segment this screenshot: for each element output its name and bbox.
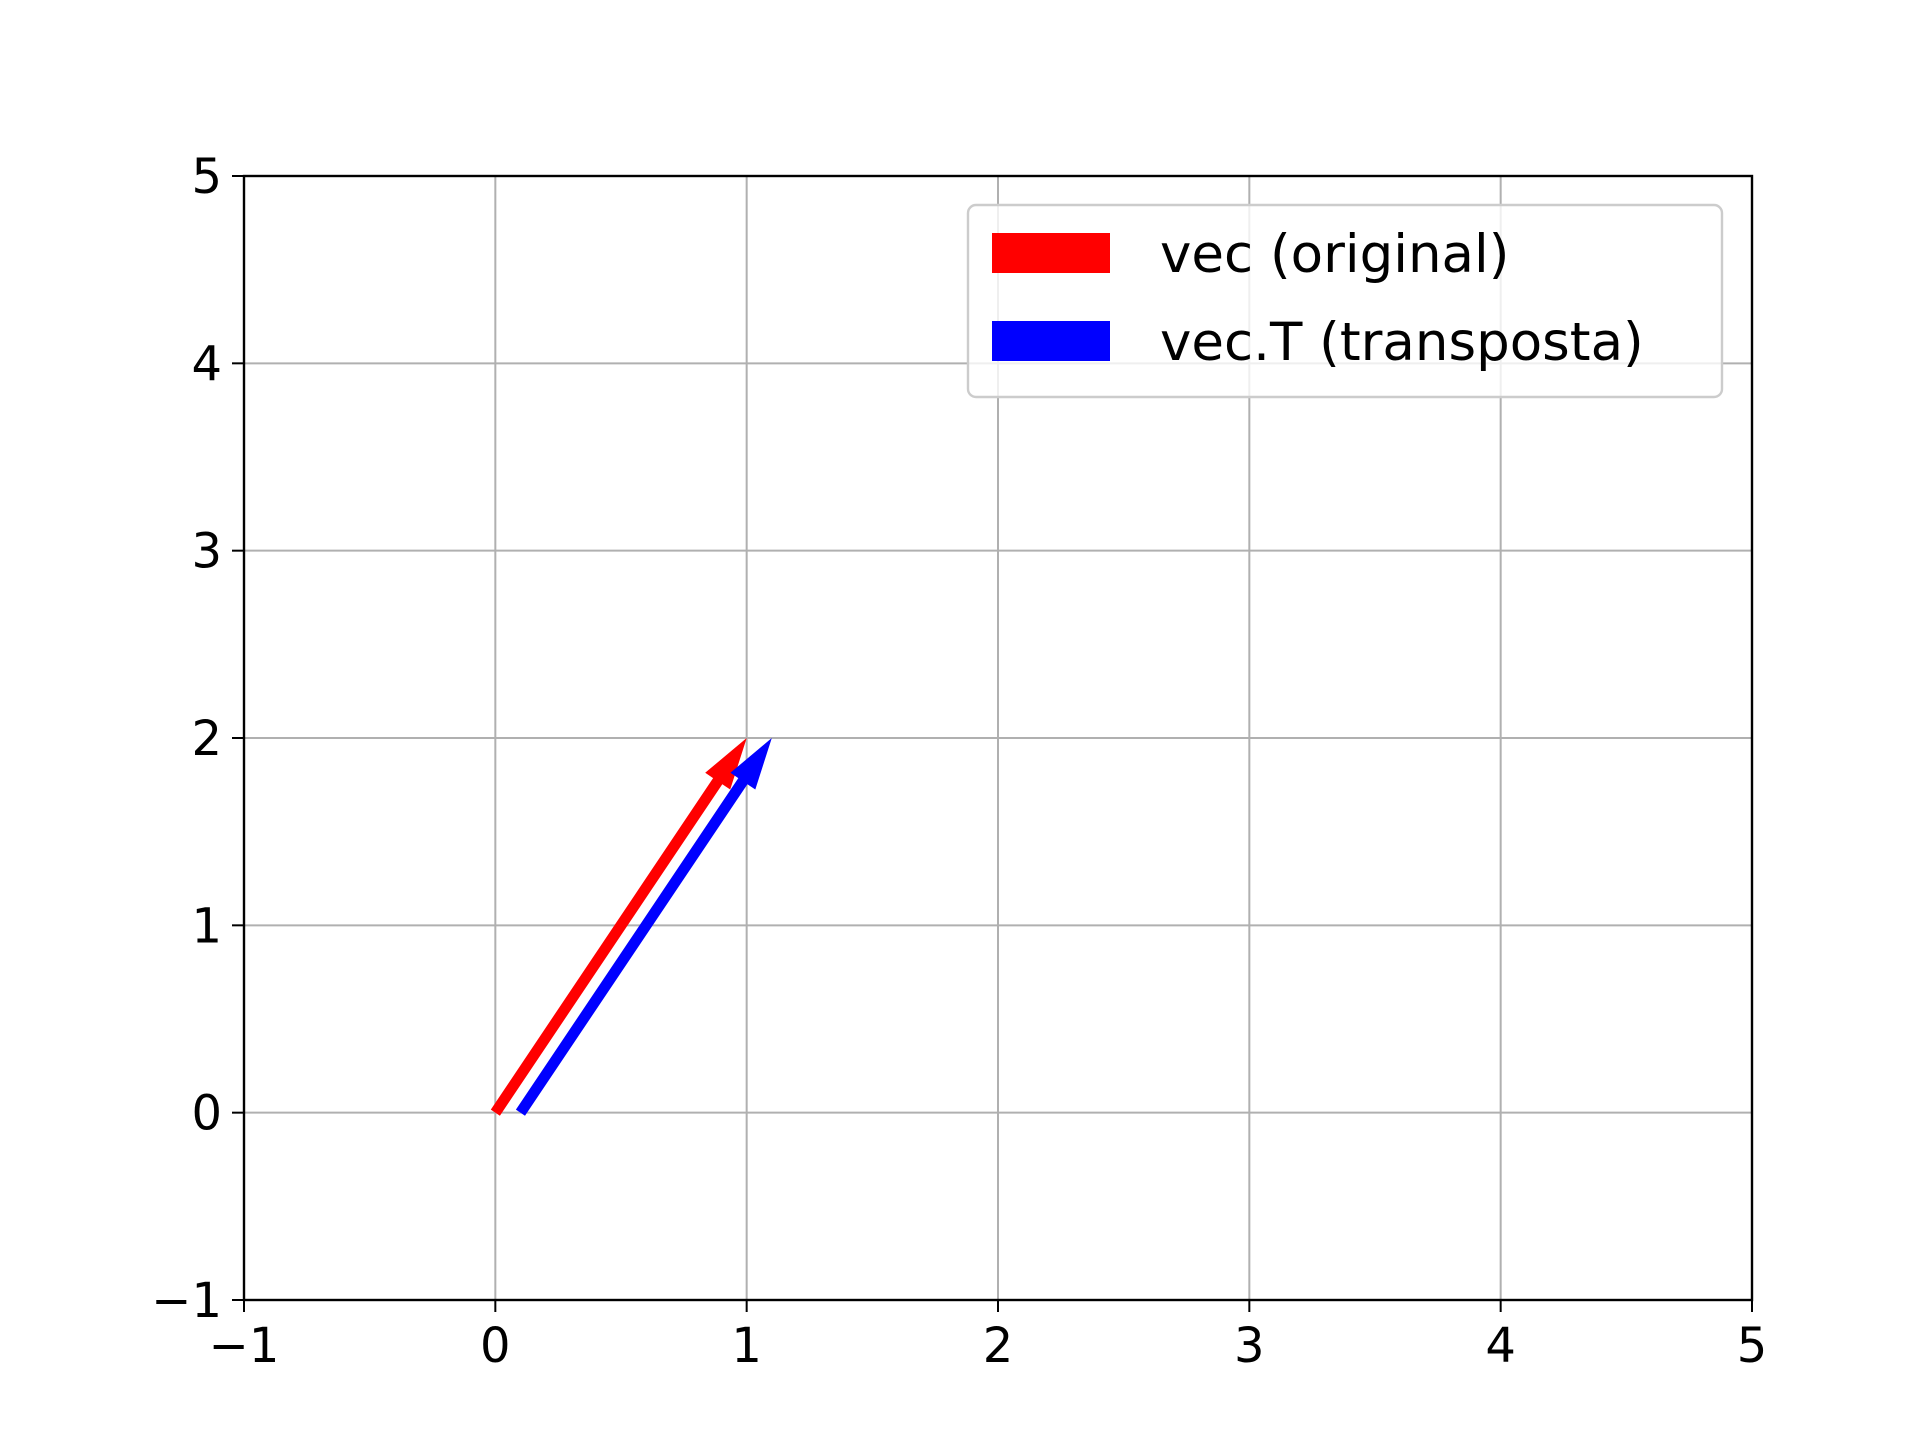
- legend-swatch: [992, 233, 1110, 273]
- x-tick-label: 5: [1737, 1318, 1768, 1374]
- x-tick-label: 4: [1485, 1318, 1516, 1374]
- legend-swatch: [992, 321, 1110, 361]
- y-tick-label: −1: [151, 1273, 222, 1329]
- legend-label: vec.T (transposta): [1160, 312, 1644, 373]
- x-tick-label: 2: [983, 1318, 1014, 1374]
- y-tick-label: 3: [191, 524, 222, 580]
- x-tick-label: 3: [1234, 1318, 1265, 1374]
- legend-box: [966, 203, 1724, 399]
- y-tick-label: 2: [191, 711, 222, 767]
- y-tick-label: 4: [191, 336, 222, 392]
- legend-label: vec (original): [1160, 224, 1509, 285]
- y-tick-label: 1: [191, 898, 222, 954]
- x-tick-label: 1: [731, 1318, 762, 1374]
- vector-arrow-transposta: [515, 738, 772, 1116]
- y-tick-label: 0: [191, 1086, 222, 1142]
- y-tick-label: 5: [191, 149, 222, 205]
- x-tick-label: −1: [209, 1318, 280, 1374]
- vector-arrow-original: [490, 738, 747, 1116]
- legend: vec (original) vec.T (transposta): [966, 203, 1724, 399]
- axis-ticks: −1 0 1 2 3 4 5 −1 0 1 2 3 4 5: [151, 149, 1767, 1374]
- vector-arrows: [490, 738, 772, 1116]
- x-tick-label: 0: [480, 1318, 511, 1374]
